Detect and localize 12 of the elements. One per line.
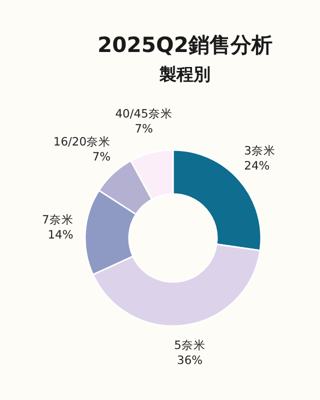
- data-label: 24%: [244, 158, 270, 173]
- data-label: 7%: [92, 150, 111, 164]
- data-label: 7%: [134, 122, 154, 136]
- data-label: 36%: [177, 352, 203, 367]
- chart-title: 2025Q2銷售分析: [98, 33, 272, 57]
- slice-label: 40/45奈米: [115, 106, 172, 121]
- slice-label: 3奈米: [244, 144, 276, 158]
- slice-label: 5奈米: [174, 338, 206, 352]
- slice-label: 7奈米: [42, 212, 74, 227]
- data-label: 14%: [48, 228, 74, 242]
- slice-label: 16/20奈米: [53, 134, 111, 149]
- chart-subtitle: 製程別: [158, 65, 210, 85]
